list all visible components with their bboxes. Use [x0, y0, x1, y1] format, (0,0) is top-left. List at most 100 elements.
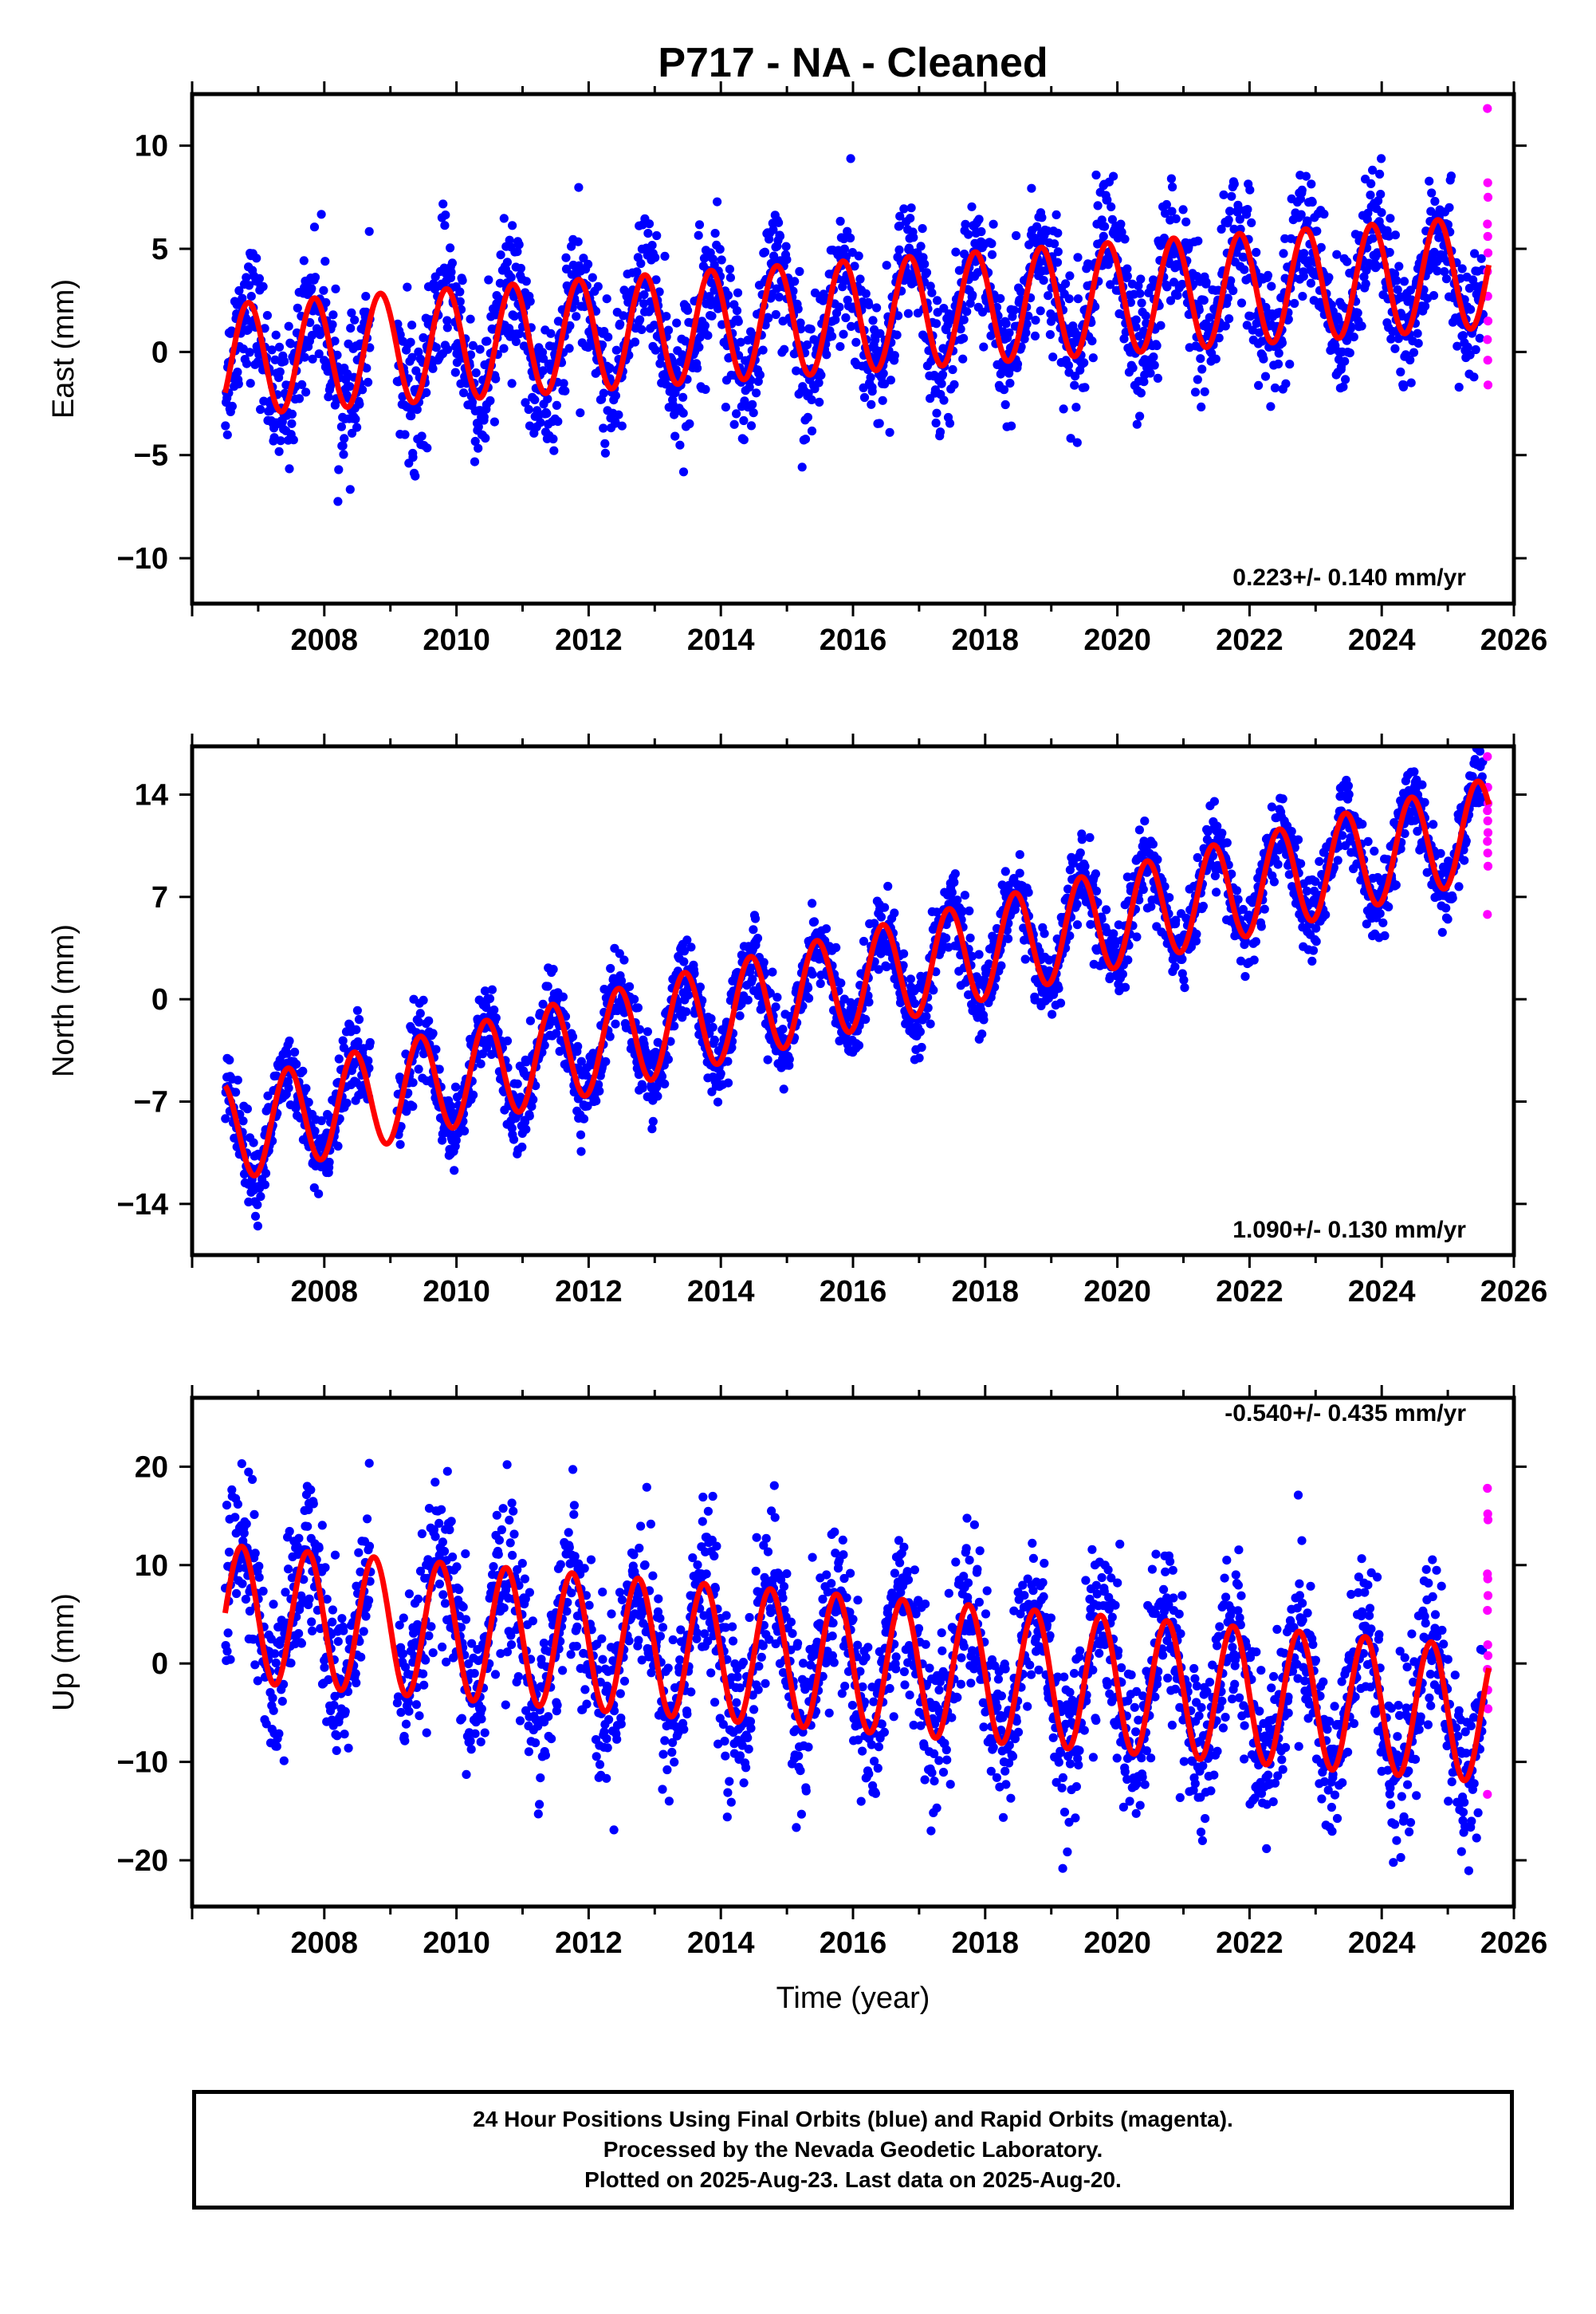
final-orbit-point [1167, 207, 1177, 216]
final-orbit-point [339, 450, 348, 459]
final-orbit-point [466, 314, 475, 324]
final-orbit-point [672, 318, 682, 328]
final-orbit-point [625, 982, 635, 991]
final-orbit-point [558, 992, 568, 1002]
final-orbit-point [1331, 340, 1340, 350]
final-orbit-point [792, 366, 801, 376]
final-orbit-point [723, 290, 733, 300]
final-orbit-point [419, 333, 428, 343]
final-orbit-point [1100, 222, 1110, 231]
final-orbit-point [870, 919, 879, 928]
final-orbit-point [1137, 298, 1146, 308]
final-orbit-point [481, 433, 490, 443]
final-orbit-point [1377, 208, 1386, 218]
final-orbit-point [861, 1014, 871, 1024]
final-orbit-point [1256, 922, 1266, 931]
final-orbit-point [1009, 305, 1019, 315]
final-orbit-point [1279, 249, 1288, 258]
final-orbit-point [307, 284, 316, 293]
final-orbit-point [926, 1019, 935, 1029]
final-orbit-point [1193, 375, 1202, 384]
final-orbit-point [274, 447, 284, 456]
final-orbit-point [314, 1189, 324, 1198]
final-orbit-point [1065, 271, 1075, 281]
final-orbit-point [922, 268, 932, 277]
final-orbit-point [527, 1102, 537, 1112]
final-orbit-point [1285, 360, 1295, 369]
final-orbit-point [945, 419, 955, 428]
final-orbit-point [1005, 379, 1015, 388]
x-tick-label: 2026 [1480, 624, 1548, 657]
final-orbit-point [1284, 870, 1294, 880]
final-orbit-point [414, 1017, 424, 1027]
final-orbit-point [843, 226, 852, 236]
final-orbit-point [1311, 937, 1321, 946]
final-orbit-point [538, 366, 548, 376]
final-orbit-point [886, 376, 895, 385]
final-orbit-point [293, 303, 302, 313]
final-orbit-point [1132, 932, 1142, 942]
final-orbit-point [285, 1036, 294, 1046]
final-orbit-point [968, 290, 977, 300]
panels-layer: 2008 2010 2012 2014 2016 2018 2020 2022 2024 2026… [47, 81, 1547, 1960]
final-orbit-point [1136, 274, 1146, 284]
final-orbit-point [1346, 322, 1356, 332]
final-orbit-point [854, 1041, 864, 1050]
final-orbit-point [1394, 262, 1404, 271]
final-orbit-point [1469, 372, 1479, 382]
final-orbit-point [947, 887, 957, 897]
final-orbit-point [1368, 234, 1378, 243]
final-orbit-point [242, 1104, 252, 1114]
final-orbit-point [1054, 984, 1063, 994]
final-orbit-point [1099, 231, 1108, 241]
final-orbit-point [525, 1112, 534, 1121]
final-orbit-point [678, 392, 688, 402]
final-orbit-point [246, 292, 256, 301]
final-orbit-point [513, 247, 522, 257]
final-orbit-point [1297, 185, 1307, 195]
final-orbit-point [1247, 218, 1256, 227]
final-orbit-point [1177, 279, 1187, 289]
final-orbit-point [538, 999, 548, 1009]
final-orbit-point [422, 388, 431, 397]
final-orbit-point [616, 976, 627, 986]
final-orbit-point [496, 250, 505, 260]
final-orbit-point [249, 1138, 258, 1147]
final-orbit-point [1177, 954, 1187, 964]
final-orbit-point [695, 982, 706, 992]
final-orbit-point [1372, 262, 1382, 271]
final-orbit-point [407, 352, 417, 362]
x-tick-label: 2020 [1083, 624, 1151, 657]
final-orbit-point [735, 1011, 745, 1021]
final-orbit-point [1048, 1009, 1057, 1019]
final-orbit-point [1020, 954, 1030, 964]
final-orbit-point [894, 221, 905, 230]
final-orbit-point [525, 421, 535, 431]
final-orbit-point [275, 367, 285, 376]
final-orbit-point [238, 1116, 248, 1126]
final-orbit-point [806, 325, 816, 334]
final-orbit-point [810, 288, 820, 297]
final-orbit-point [328, 310, 338, 320]
final-orbit-point [364, 1056, 373, 1065]
final-orbit-point [415, 1009, 425, 1018]
final-orbit-point [808, 970, 817, 979]
final-orbit-point [807, 426, 817, 436]
final-orbit-point [1376, 190, 1386, 199]
final-orbit-point [666, 382, 675, 392]
final-orbit-point [354, 1014, 364, 1025]
final-orbit-point [469, 1090, 478, 1100]
final-orbit-point [267, 345, 277, 355]
final-orbit-point [1349, 333, 1358, 342]
x-tick-label: 2022 [1216, 624, 1283, 657]
final-orbit-point [822, 350, 831, 360]
final-orbit-point [560, 386, 570, 396]
final-orbit-point [721, 403, 731, 412]
final-orbit-point [816, 370, 826, 380]
final-orbit-point [1107, 202, 1116, 211]
final-orbit-point [542, 409, 552, 419]
final-orbit-point [1233, 895, 1243, 904]
final-orbit-point [331, 284, 340, 293]
final-orbit-point [301, 388, 311, 397]
final-orbit-point [1046, 317, 1056, 326]
